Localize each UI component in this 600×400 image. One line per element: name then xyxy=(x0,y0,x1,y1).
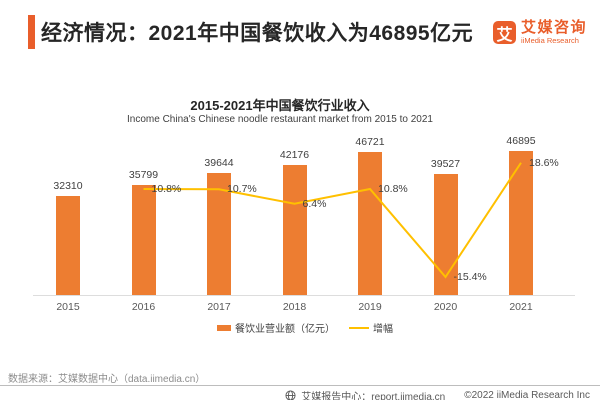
bar-value-2017: 39644 xyxy=(204,157,234,170)
logo-name-en: iiMedia Research xyxy=(521,36,579,45)
logo-name-cn: 艾媒咨询 xyxy=(521,19,588,36)
page-title: 经济情况：2021年中国餐饮收入为46895亿元 xyxy=(41,22,474,45)
x-tick-2018: 2018 xyxy=(282,301,307,313)
logo-text: 艾媒咨询 iiMedia Research xyxy=(521,19,587,45)
bar-2019 xyxy=(358,151,382,295)
growth-label-4: -15.4% xyxy=(453,271,487,283)
globe-icon xyxy=(285,390,296,400)
legend-line-label: 增幅 xyxy=(373,324,393,335)
report-center-link[interactable]: 艾媒报告中心：report.iimedia.cn xyxy=(301,392,446,400)
chart-legend: 餐饮业营业额（亿元） 增幅 xyxy=(35,320,575,335)
growth-label-2: 6.4% xyxy=(302,197,327,210)
title-accent-bar xyxy=(28,15,35,49)
x-tick-2021: 2021 xyxy=(509,301,533,313)
logo-glyph: 艾 xyxy=(496,26,513,44)
footer-divider xyxy=(0,385,600,386)
bar-value-2019: 46721 xyxy=(355,135,385,148)
bar-2017 xyxy=(207,173,231,295)
footer: 艾媒报告中心：report.iimedia.cn ©2022 iiMedia R… xyxy=(285,388,590,400)
bar-2015 xyxy=(56,195,80,295)
bar-value-2021: 46895 xyxy=(506,135,536,147)
growth-label-5: 18.6% xyxy=(529,156,559,169)
iimedia-logo: 艾 艾媒咨询 iiMedia Research xyxy=(493,19,587,45)
chart-subtitle: Income China's Chinese noodle restaurant… xyxy=(127,114,433,125)
bar-value-2016: 35799 xyxy=(128,169,159,182)
growth-label-0: 10.8% xyxy=(151,182,182,195)
bar-2018 xyxy=(282,165,307,295)
bar-value-2018: 42176 xyxy=(279,149,310,162)
data-source[interactable]: 数据来源：艾媒数据中心（data.iimedia.cn） xyxy=(8,374,206,385)
bar-2016 xyxy=(131,185,156,295)
bar-value-2015: 32310 xyxy=(53,179,83,192)
x-tick-2015: 2015 xyxy=(56,301,80,313)
copyright: ©2022 iiMedia Research Inc xyxy=(464,390,590,400)
bar-value-2020: 39527 xyxy=(430,157,461,170)
x-tick-2016: 2016 xyxy=(131,301,156,313)
growth-label-1: 10.7% xyxy=(227,183,257,196)
x-tick-2020: 2020 xyxy=(433,301,458,313)
chart-title: 2015-2021年中国餐饮行业收入 xyxy=(190,98,370,113)
bar-2020 xyxy=(433,173,458,295)
legend-bar-swatch xyxy=(217,324,231,331)
x-axis-line xyxy=(33,295,575,296)
growth-label-3: 10.8% xyxy=(378,182,408,195)
legend-line-swatch xyxy=(349,326,369,329)
x-tick-2017: 2017 xyxy=(207,301,231,313)
iimedia-logo-icon: 艾 xyxy=(493,21,516,44)
legend-bar-label: 餐饮业营业额（亿元） xyxy=(235,324,335,335)
x-tick-2019: 2019 xyxy=(358,301,382,313)
